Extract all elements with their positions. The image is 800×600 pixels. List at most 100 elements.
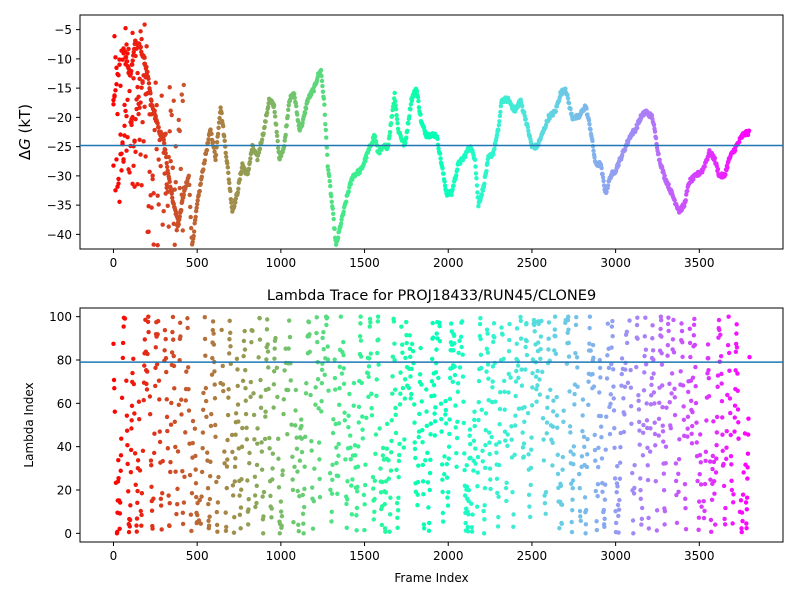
lambda-point xyxy=(171,363,177,369)
lambda-point xyxy=(718,354,724,359)
dg-point xyxy=(223,150,228,156)
lambda-point xyxy=(173,444,178,450)
lambda-point xyxy=(234,356,240,361)
dg-point xyxy=(395,121,400,126)
dg-point xyxy=(622,147,628,153)
lambda-point xyxy=(455,419,460,425)
lambda-point xyxy=(254,483,259,489)
lambda-point xyxy=(616,513,621,519)
dg-point xyxy=(124,148,129,153)
dg-point xyxy=(114,157,119,162)
dg-point xyxy=(155,121,160,126)
lambda-point xyxy=(360,414,365,419)
lambda-point xyxy=(354,513,359,518)
lambda-point xyxy=(639,505,645,511)
dg-point xyxy=(322,112,328,118)
lambda-point xyxy=(269,506,274,511)
lambda-point xyxy=(233,432,238,437)
lambda-point xyxy=(393,387,398,392)
dg-point xyxy=(565,92,570,98)
dg-point xyxy=(473,164,478,169)
dg-point xyxy=(161,141,167,146)
dg-point xyxy=(283,132,288,138)
lambda-point xyxy=(664,405,669,410)
lambda-point xyxy=(634,322,640,328)
dg-point xyxy=(294,103,299,109)
lambda-point xyxy=(534,399,539,404)
lambda-point xyxy=(332,357,337,362)
lambda-point xyxy=(472,423,477,429)
dg-point xyxy=(154,146,159,152)
lambda-point xyxy=(266,365,271,370)
lambda-point xyxy=(192,426,198,431)
lambda-point xyxy=(642,353,647,359)
dg-point xyxy=(138,100,143,105)
lambda-point xyxy=(116,458,121,463)
lambda-point xyxy=(503,438,508,443)
lambda-point xyxy=(602,497,608,502)
lambda-point xyxy=(146,329,151,335)
dg-point xyxy=(364,155,369,160)
dg-point xyxy=(228,196,234,202)
dg-point xyxy=(605,183,611,188)
lambda-point xyxy=(345,479,350,484)
lambda-point xyxy=(249,339,254,345)
dg-point xyxy=(190,239,195,245)
dg-point xyxy=(173,179,178,185)
lambda-point xyxy=(209,411,214,417)
dg-point xyxy=(272,109,277,115)
lambda-point xyxy=(324,315,330,320)
lambda-point xyxy=(575,384,580,389)
lambda-point xyxy=(706,376,712,381)
lambda-point xyxy=(180,469,185,474)
lambda-point xyxy=(613,520,619,526)
lambda-point xyxy=(370,474,376,480)
dg-point xyxy=(451,183,456,189)
lambda-point xyxy=(213,422,218,428)
lambda-point xyxy=(448,321,454,326)
lambda-point xyxy=(388,450,394,455)
lambda-point xyxy=(554,413,560,418)
dg-point xyxy=(159,93,164,98)
dg-point xyxy=(619,153,625,158)
lambda-point xyxy=(179,412,184,417)
lambda-point xyxy=(428,421,434,426)
lambda-point xyxy=(678,369,683,374)
lambda-point xyxy=(649,382,654,388)
y-tick-label: 100 xyxy=(49,310,72,324)
lambda-point xyxy=(533,374,539,379)
lambda-point xyxy=(665,353,670,358)
dg-point xyxy=(547,116,552,121)
lambda-point xyxy=(618,444,623,450)
lambda-point xyxy=(286,318,292,323)
dg-point xyxy=(155,242,160,248)
lambda-point xyxy=(211,342,217,347)
lambda-point xyxy=(453,403,458,408)
lambda-point xyxy=(597,390,602,395)
dg-point xyxy=(482,181,487,187)
dg-point xyxy=(322,102,327,107)
dg-point xyxy=(372,134,378,139)
lambda-point xyxy=(710,453,716,459)
lambda-point xyxy=(392,357,397,363)
lambda-point xyxy=(315,339,320,345)
lambda-point xyxy=(482,485,488,491)
lambda-point xyxy=(507,321,512,327)
lambda-point xyxy=(184,369,189,374)
lambda-point xyxy=(319,380,325,386)
dg-point xyxy=(114,65,119,70)
lambda-point xyxy=(740,492,746,497)
lambda-point xyxy=(683,505,688,511)
lambda-point xyxy=(220,363,225,369)
dg-point xyxy=(737,139,742,145)
dg-point xyxy=(328,183,333,189)
lambda-point xyxy=(688,354,693,360)
lambda-point xyxy=(725,392,730,398)
lambda-point xyxy=(263,409,268,414)
lambda-point xyxy=(714,442,719,448)
lambda-point xyxy=(242,347,248,352)
lambda-point xyxy=(416,463,421,468)
dg-point xyxy=(344,199,349,204)
lambda-point xyxy=(504,498,509,504)
lambda-point xyxy=(580,428,585,434)
